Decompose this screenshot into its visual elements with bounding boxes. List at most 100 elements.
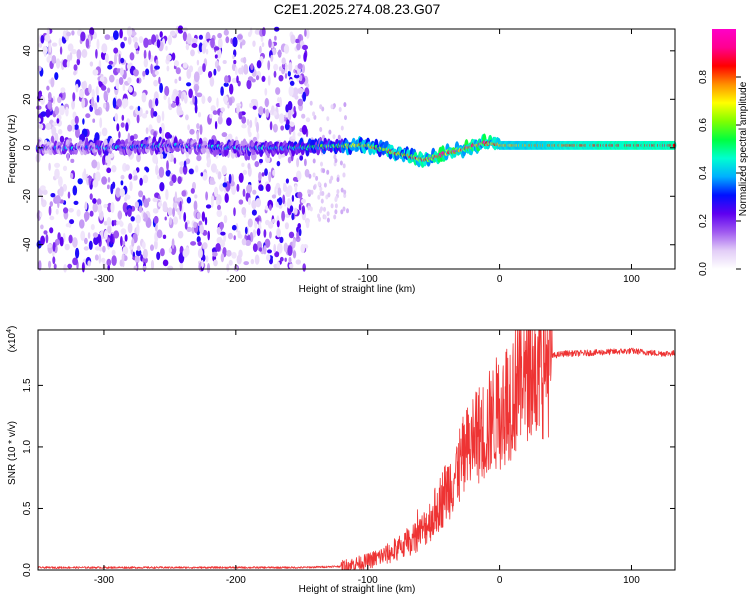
noise-blob (202, 172, 208, 181)
noise-blob (284, 73, 288, 79)
noise-blob (122, 246, 129, 255)
noise-blob (213, 46, 220, 51)
noise-blob (173, 157, 177, 164)
noise-blob (295, 38, 300, 44)
noise-blob (243, 261, 249, 266)
noise-blob (264, 205, 269, 211)
noise-blob (271, 218, 276, 223)
noise-blob (282, 194, 286, 205)
noise-blob (92, 69, 99, 76)
noise-blob (143, 212, 147, 219)
noise-blob (205, 48, 209, 55)
noise-blob (274, 35, 277, 41)
noise-blob (264, 88, 268, 96)
noise-blob (241, 116, 247, 124)
noise-blob (209, 180, 216, 185)
x-tick-label: -200 (226, 274, 246, 285)
noise-blob (134, 255, 140, 264)
y-tick-label: -20 (22, 189, 33, 204)
noise-blob (202, 242, 208, 250)
noise-blob (109, 74, 115, 83)
noise-blob (236, 105, 241, 115)
noise-blob (226, 263, 230, 272)
noise-blob (185, 158, 191, 165)
noise-blob (73, 64, 78, 71)
noise-blob (130, 216, 135, 222)
noise-blob (264, 168, 268, 177)
noise-blob (172, 207, 176, 217)
noise-blob (52, 256, 56, 265)
noise-blob (47, 101, 53, 110)
noise-blob (91, 96, 95, 108)
noise-blob (49, 227, 54, 234)
noise-blob (317, 181, 321, 187)
noise-blob (51, 55, 57, 64)
noise-blob (123, 36, 128, 41)
noise-blob (338, 107, 342, 112)
noise-blob (156, 39, 161, 49)
noise-blob (121, 114, 125, 121)
noise-blob (210, 197, 214, 208)
noise-blob (269, 121, 273, 131)
noise-blob (200, 172, 204, 177)
noise-blob (267, 249, 272, 254)
noise-blob (167, 134, 173, 139)
noise-blob (177, 25, 184, 34)
noise-blob (177, 207, 180, 216)
noise-blob (226, 249, 232, 257)
noise-blob (40, 95, 46, 105)
noise-blob (293, 105, 296, 113)
noise-blob (302, 263, 307, 272)
noise-blob (326, 217, 330, 223)
noise-blob (39, 211, 43, 218)
noise-blob (141, 113, 148, 119)
noise-blob (308, 189, 312, 195)
noise-blob (49, 215, 55, 221)
noise-blob (174, 90, 179, 96)
noise-blob (139, 177, 143, 186)
noise-blob (162, 259, 169, 267)
noise-blob (263, 245, 267, 255)
noise-blob (40, 35, 45, 44)
spectrogram-noise-layer (35, 25, 349, 274)
noise-blob (134, 201, 139, 209)
noise-blob (330, 203, 334, 209)
noise-blob (213, 259, 218, 267)
noise-blob (288, 109, 292, 121)
noise-blob (135, 214, 141, 224)
noise-blob (63, 207, 69, 214)
noise-blob (152, 154, 158, 164)
noise-blob (252, 105, 257, 110)
noise-blob (238, 199, 244, 205)
colorbar: 0.0 0.2 0.4 0.6 0.8 Normalized spectral ampl… (698, 29, 749, 276)
noise-blob (251, 209, 257, 216)
noise-blob (248, 131, 252, 138)
noise-blob (196, 123, 200, 130)
noise-blob (178, 76, 182, 81)
noise-blob (103, 230, 108, 240)
noise-blob (120, 122, 125, 128)
noise-blob (92, 198, 97, 204)
x-tick-label: 100 (623, 274, 640, 285)
noise-blob (138, 36, 144, 44)
noise-blob (108, 60, 114, 65)
noise-blob (161, 110, 165, 122)
noise-blob (318, 216, 322, 222)
noise-blob (294, 184, 298, 193)
noise-blob (223, 215, 228, 224)
noise-blob (38, 260, 42, 271)
spectrogram-panel: -300 -200 -100 0 100 40 20 0 -20 -40 Height of s… (7, 25, 677, 295)
noise-blob (213, 186, 219, 197)
noise-blob (129, 105, 134, 110)
noise-blob (265, 156, 271, 164)
noise-blob (247, 218, 253, 228)
colorbar-ticks: 0.0 0.2 0.4 0.6 0.8 (698, 70, 741, 276)
noise-blob (114, 53, 117, 65)
noise-blob (154, 70, 159, 76)
noise-blob (205, 191, 209, 201)
noise-blob (208, 71, 213, 79)
noise-blob (132, 36, 138, 43)
noise-blob (288, 256, 292, 264)
noise-blob (105, 153, 111, 164)
noise-blob (343, 102, 347, 108)
